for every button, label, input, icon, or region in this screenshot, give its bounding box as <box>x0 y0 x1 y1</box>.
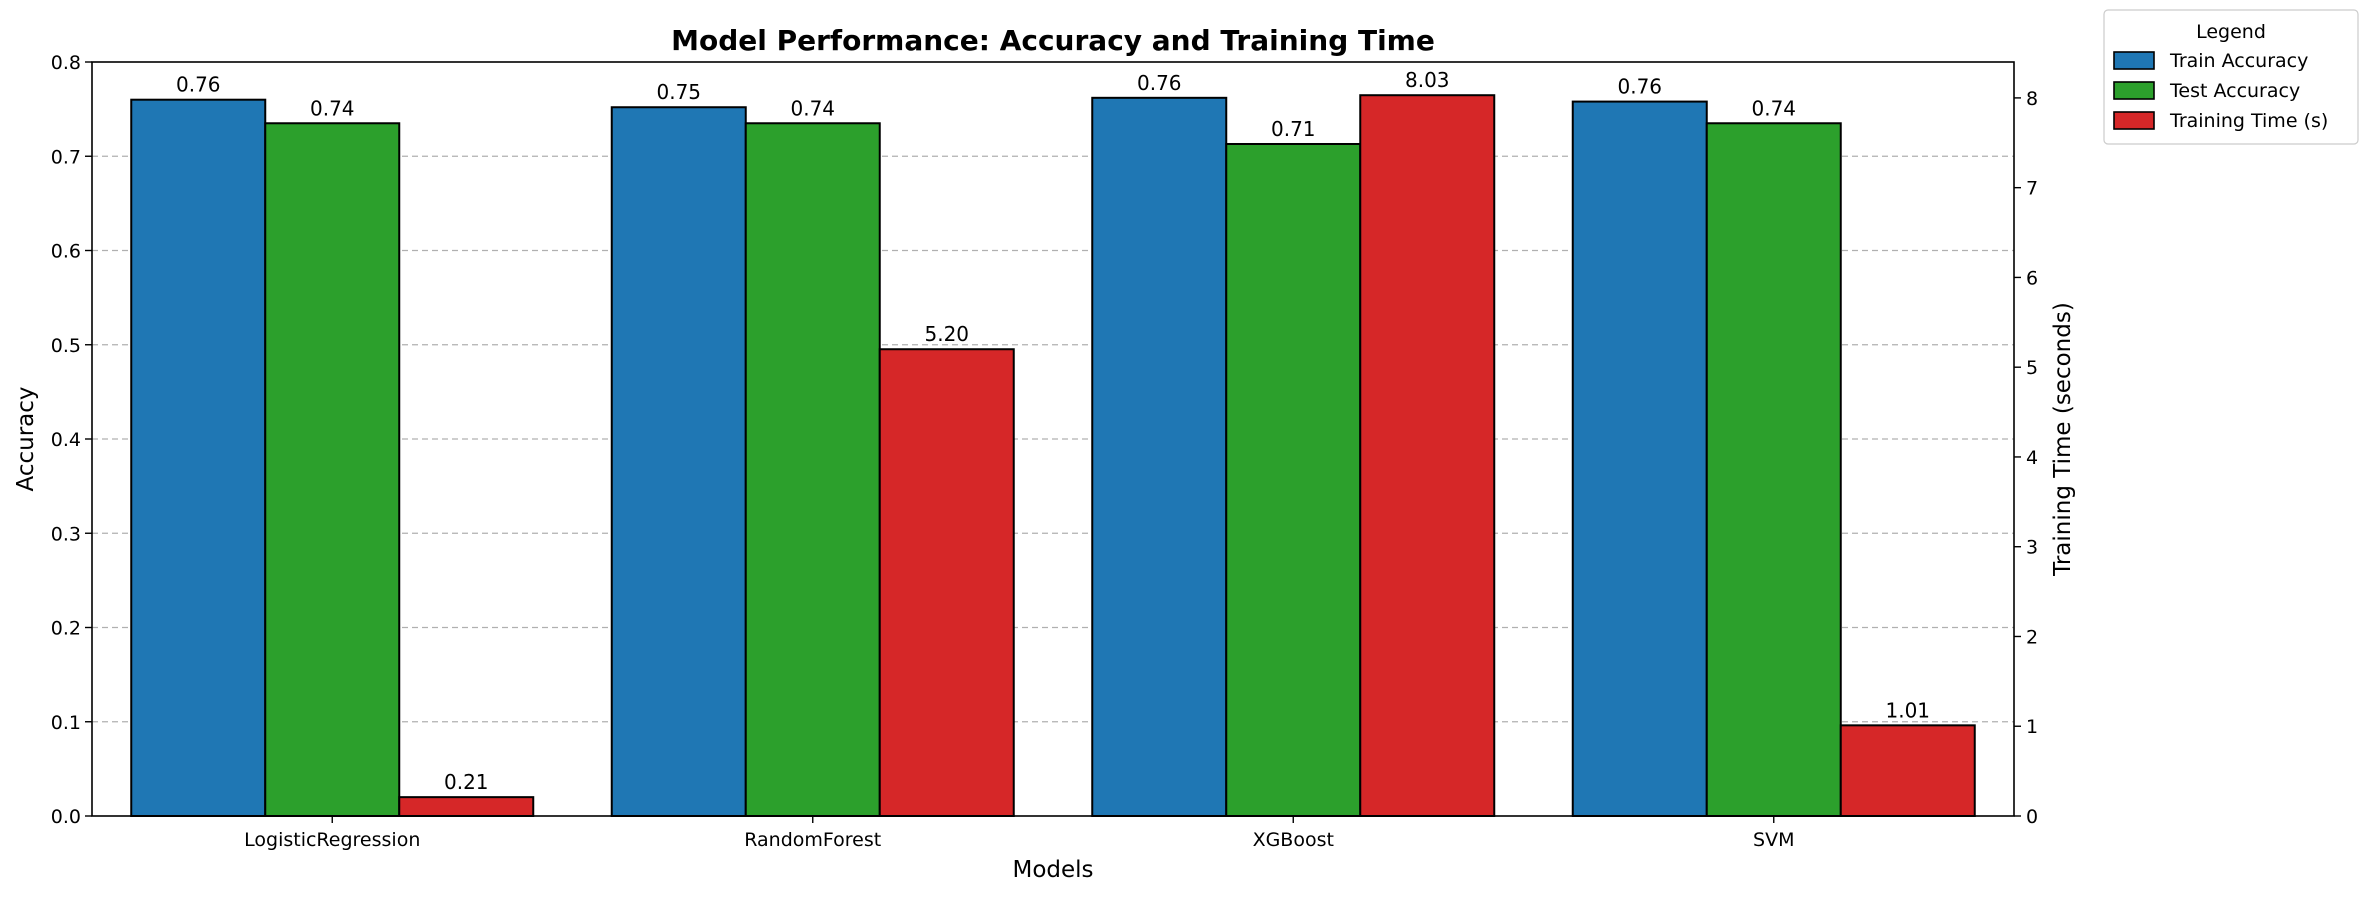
data-label: 0.74 <box>310 96 355 120</box>
x-tick-label: LogisticRegression <box>244 829 420 851</box>
y-tick-label: 0.1 <box>51 712 81 734</box>
bar <box>1225 142 1362 817</box>
data-label: 0.76 <box>176 73 221 97</box>
bar <box>744 122 881 817</box>
bar <box>1839 724 1976 817</box>
y2-axis-label: Training Time (seconds) <box>2050 302 2076 577</box>
y2-tick-label: 0 <box>2026 806 2038 828</box>
legend-label: Training Time (s) <box>2169 110 2328 132</box>
data-label: 0.21 <box>444 770 489 794</box>
bar <box>398 796 535 818</box>
data-labels: 0.76 0.74 0.21 0.75 0.74 5.20 0.76 0.71 8.03 0.76… <box>176 68 1930 794</box>
bar <box>610 106 747 818</box>
bar <box>878 348 1015 817</box>
bar <box>264 122 401 817</box>
data-label: 0.71 <box>1271 117 1316 141</box>
data-label: 0.76 <box>1617 75 1662 99</box>
bar <box>1705 122 1842 817</box>
y-tick-label: 0.7 <box>51 146 81 168</box>
x-tick-label: SVM <box>1753 829 1794 851</box>
data-label: 0.75 <box>656 80 701 104</box>
bars <box>130 94 1976 818</box>
bar <box>1091 96 1228 817</box>
legend-label: Test Accuracy <box>2169 80 2300 102</box>
y2-tick-label: 8 <box>2026 88 2038 110</box>
ticks: 0.0 0.1 0.2 0.3 0.4 0.5 0.6 0.7 0.8 0 1 2 3 4 5 6 7 8 Logi… <box>51 52 2038 851</box>
legend-label: Train Accuracy <box>2169 50 2308 72</box>
x-tick-label: RandomForest <box>744 829 881 851</box>
x-axis-label: Models <box>1012 857 1093 883</box>
data-label: 0.76 <box>1137 71 1182 95</box>
legend-swatch <box>2113 111 2155 130</box>
legend-title: Legend <box>2196 21 2266 43</box>
y-tick-label: 0.8 <box>51 52 81 74</box>
data-label: 8.03 <box>1405 68 1450 92</box>
bar <box>1571 100 1708 817</box>
data-label: 0.74 <box>790 96 835 120</box>
y2-tick-label: 3 <box>2026 537 2038 559</box>
data-label: 1.01 <box>1885 698 1930 722</box>
y-tick-label: 0.4 <box>51 429 81 451</box>
y2-tick-label: 2 <box>2026 626 2038 648</box>
legend-items: Train Accuracy Test Accuracy Training Time… <box>2113 50 2328 132</box>
y-tick-label: 0.3 <box>51 523 81 545</box>
legend: Legend Train Accuracy Test Accuracy Traini… <box>2103 9 2359 145</box>
y-tick-label: 0.6 <box>51 241 81 263</box>
legend-frame <box>2103 9 2359 145</box>
data-label: 5.20 <box>924 322 969 346</box>
y2-tick-label: 5 <box>2026 357 2038 379</box>
legend-swatch <box>2113 51 2155 70</box>
y2-tick-label: 1 <box>2026 716 2038 738</box>
y-tick-label: 0.0 <box>51 806 81 828</box>
y-tick-label: 0.2 <box>51 618 81 640</box>
y-tick-label: 0.5 <box>51 335 81 357</box>
chart-title: Model Performance: Accuracy and Training… <box>671 24 1435 57</box>
y2-tick-label: 6 <box>2026 267 2038 289</box>
bar <box>130 98 267 817</box>
y2-tick-label: 4 <box>2026 447 2038 469</box>
y-axis-label: Accuracy <box>13 386 39 491</box>
y2-tick-label: 7 <box>2026 178 2038 200</box>
x-tick-label: XGBoost <box>1253 829 1334 851</box>
bar <box>1359 94 1496 817</box>
legend-swatch <box>2113 81 2155 100</box>
data-label: 0.74 <box>1751 96 1796 120</box>
